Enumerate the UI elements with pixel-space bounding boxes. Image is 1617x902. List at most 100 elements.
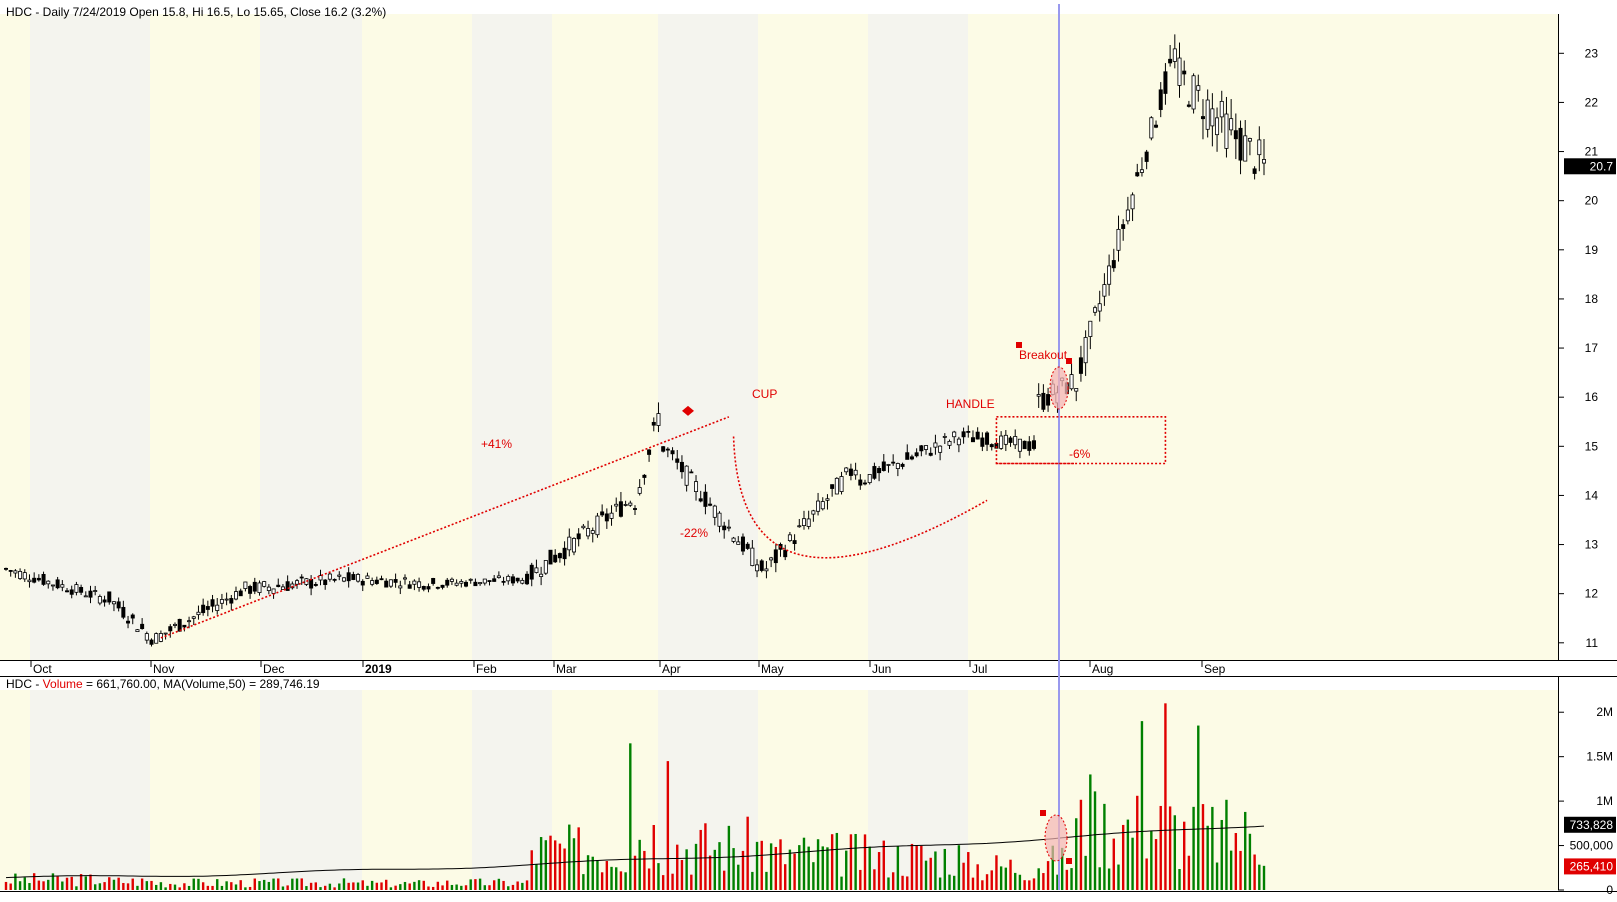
- candle-down: [783, 550, 788, 558]
- volume-bar-down: [352, 882, 355, 890]
- volume-bar-down: [122, 882, 125, 890]
- candle-up: [811, 510, 816, 515]
- candle-up: [1243, 135, 1248, 162]
- candle-up: [924, 445, 929, 450]
- breakout-label: Breakout: [1019, 348, 1068, 362]
- candle-down: [665, 448, 670, 451]
- volume-bar-down: [633, 855, 637, 890]
- volume-month-band: [260, 690, 362, 890]
- volume-bar-up: [399, 884, 402, 890]
- volume-bar-up: [924, 860, 928, 890]
- candle-up: [1013, 436, 1018, 446]
- volume-bar-down: [558, 843, 562, 890]
- price-month-band: [362, 14, 472, 660]
- candle-up: [534, 567, 539, 573]
- candle-down: [985, 432, 990, 445]
- volume-bar-down: [680, 860, 684, 890]
- volume-bar-up: [1220, 819, 1223, 890]
- candle-up: [1125, 209, 1130, 222]
- candle-up: [731, 537, 736, 542]
- last-volume-value-label-bg: [1564, 858, 1616, 875]
- volume-bar-down: [652, 824, 655, 890]
- candle-up: [867, 474, 872, 484]
- price-month-band: [658, 14, 758, 660]
- volume-bar-up: [455, 884, 458, 890]
- candle-down: [168, 626, 173, 632]
- volume-bar-down: [1145, 858, 1148, 890]
- candle-down: [1200, 116, 1205, 120]
- candle-up: [614, 503, 619, 507]
- price-month-band: [30, 14, 150, 660]
- candle-up: [46, 580, 51, 585]
- volume-bar-down: [1187, 855, 1191, 890]
- x-axis-label: Aug: [1092, 662, 1113, 676]
- candle-down: [529, 564, 534, 580]
- volume-bar-down: [920, 845, 923, 890]
- volume-bar-up: [319, 887, 322, 890]
- candle-down: [440, 584, 445, 588]
- volume-bar-down: [708, 855, 712, 890]
- candle-up: [1219, 100, 1224, 118]
- volume-bar-up: [816, 839, 820, 890]
- volume-bar-down: [901, 875, 904, 890]
- volume-bar-down: [906, 876, 909, 890]
- candle-up: [356, 574, 361, 582]
- volume-bar-down: [1028, 880, 1031, 890]
- candle-up: [820, 501, 825, 510]
- volume-bar-down: [915, 845, 918, 890]
- candle-up: [726, 526, 731, 529]
- volume-ma-value-label-bg: [1564, 816, 1616, 833]
- volume-bar-up: [1248, 833, 1252, 890]
- volume-bar-up: [1103, 803, 1106, 890]
- candle-down: [360, 580, 365, 586]
- candle-down: [858, 479, 863, 486]
- volume-bar-down: [1042, 873, 1045, 890]
- candle-up: [825, 498, 830, 501]
- x-axis-label: Mar: [556, 662, 577, 676]
- candle-up: [806, 518, 811, 527]
- volume-bar-down: [882, 840, 885, 890]
- candle-up: [341, 577, 346, 582]
- volume-bar-down: [408, 883, 411, 890]
- volume-bar-down: [37, 880, 41, 890]
- volume-ma-value-label: 733,828: [1570, 818, 1614, 832]
- candle-up: [243, 581, 248, 589]
- candle-up: [224, 598, 229, 601]
- volume-y-label: 0: [1606, 883, 1613, 897]
- volume-bar-down: [380, 882, 383, 890]
- volume-bar-up: [1117, 864, 1120, 890]
- volume-bar-up: [948, 874, 951, 890]
- candle-down: [891, 461, 896, 464]
- volume-bar-down: [277, 878, 280, 890]
- price-y-label: 11: [1586, 636, 1599, 650]
- candle-up: [816, 500, 821, 512]
- volume-bar-up: [1056, 874, 1059, 890]
- volume-bar-down: [784, 864, 787, 890]
- candle-up: [506, 575, 511, 582]
- candle-down: [65, 590, 70, 593]
- volume-bar-up: [1018, 874, 1022, 890]
- candle-up: [1017, 438, 1022, 452]
- candle-up: [1097, 303, 1102, 312]
- candle-down: [966, 431, 971, 433]
- candle-up: [1083, 337, 1088, 364]
- volume-bar-up: [61, 881, 64, 890]
- candle-down: [647, 449, 652, 455]
- volume-bar-down: [690, 874, 693, 890]
- candle-up: [712, 505, 717, 518]
- volume-bar-down: [108, 877, 111, 890]
- candle-up: [295, 580, 300, 585]
- candle-up: [187, 620, 192, 623]
- candle-down: [919, 445, 924, 452]
- candle-down: [116, 601, 121, 609]
- volume-bar-up: [370, 880, 374, 890]
- candle-down: [872, 466, 877, 479]
- volume-bar-up: [1126, 819, 1130, 890]
- price-month-band: [472, 14, 552, 660]
- candle-up: [478, 582, 483, 585]
- candle-down: [210, 599, 215, 607]
- candle-up: [1088, 320, 1093, 337]
- candle-up: [266, 586, 271, 591]
- volume-bar-up: [826, 847, 829, 890]
